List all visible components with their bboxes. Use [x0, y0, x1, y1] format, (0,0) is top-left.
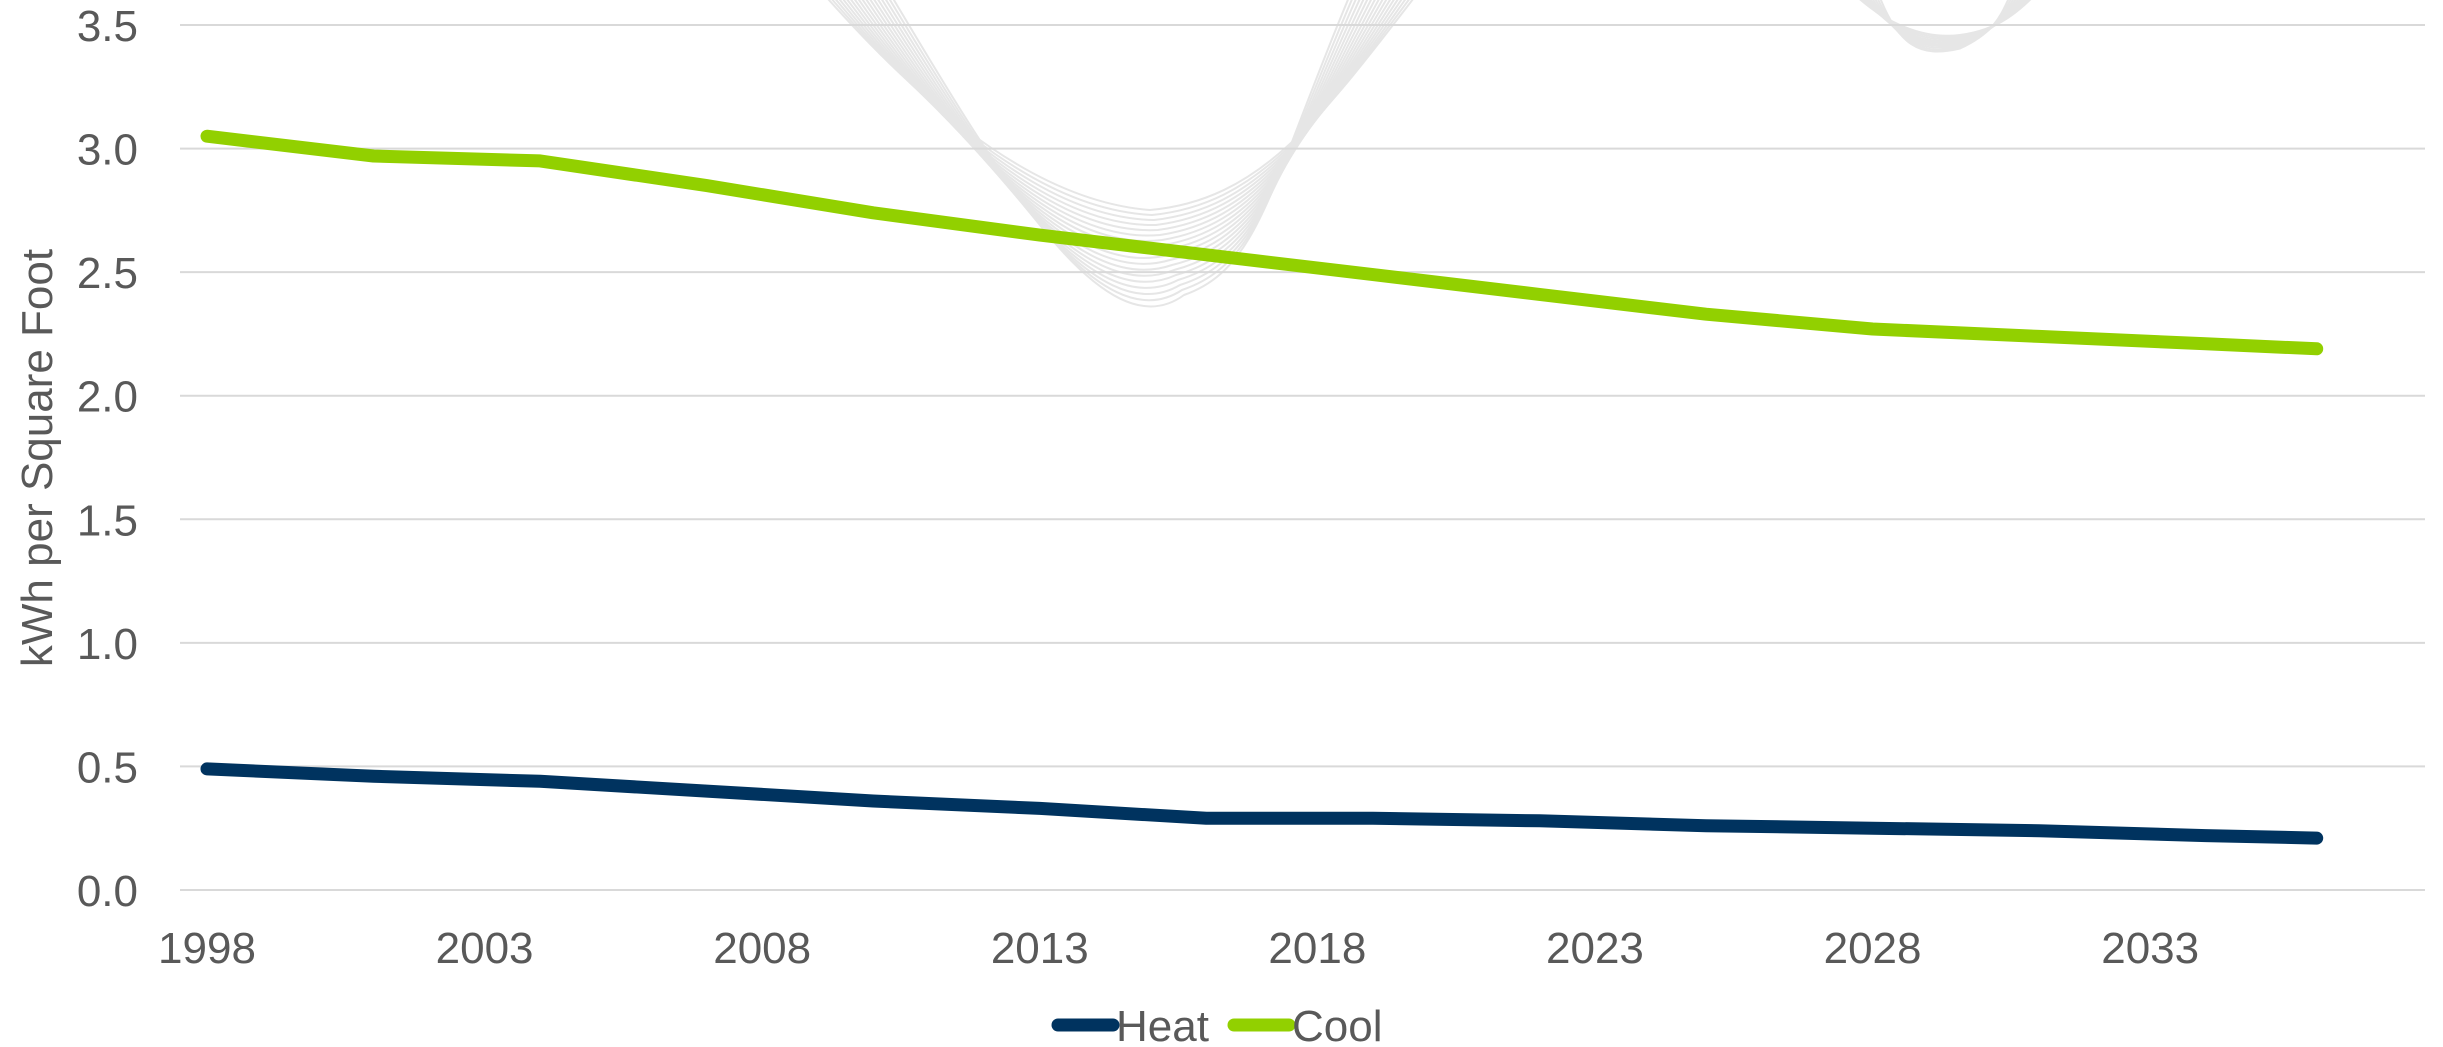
y-tick-label: 2.0	[77, 373, 138, 422]
legend-label-cool: Cool	[1292, 1002, 1383, 1047]
x-tick-label: 2013	[991, 924, 1089, 973]
watermark-contour	[892, 0, 1349, 308]
x-tick-label: 1998	[158, 924, 256, 973]
x-tick-label: 2008	[713, 924, 811, 973]
x-tick-label: 2028	[1824, 924, 1922, 973]
watermark-contours	[827, 0, 2032, 308]
watermark-contour	[1879, 0, 2010, 53]
series-lines	[200, 129, 2324, 845]
x-tick-label: 2018	[1268, 924, 1366, 973]
y-tick-label: 3.0	[77, 126, 138, 175]
x-axis-tick-labels: 1998 2003 2008 2013 2018 2023 2028 2033	[158, 924, 2199, 973]
y-tick-label: 1.5	[77, 496, 138, 545]
y-tick-label: 1.0	[77, 620, 138, 669]
y-tick-label: 0.5	[77, 743, 138, 792]
y-tick-label: 2.5	[77, 249, 138, 298]
legend-label-heat: Heat	[1116, 1002, 1209, 1047]
x-tick-label: 2033	[2101, 924, 2199, 973]
x-tick-label: 2003	[436, 924, 534, 973]
series-line-cool	[200, 129, 2324, 356]
x-tick-label: 2023	[1546, 924, 1644, 973]
series-line-heat	[200, 762, 2324, 845]
y-tick-label: 3.5	[77, 2, 138, 51]
y-axis-tick-labels: 0.0 0.5 1.0 1.5 2.0 2.5 3.0 3.5	[77, 2, 138, 916]
watermark-contour	[888, 0, 1353, 302]
legend: Heat Cool	[1051, 1002, 1383, 1047]
y-axis-title: kWh per Square Foot	[13, 249, 62, 667]
watermark-contour	[881, 0, 1361, 289]
y-tick-label: 0.0	[77, 867, 138, 916]
